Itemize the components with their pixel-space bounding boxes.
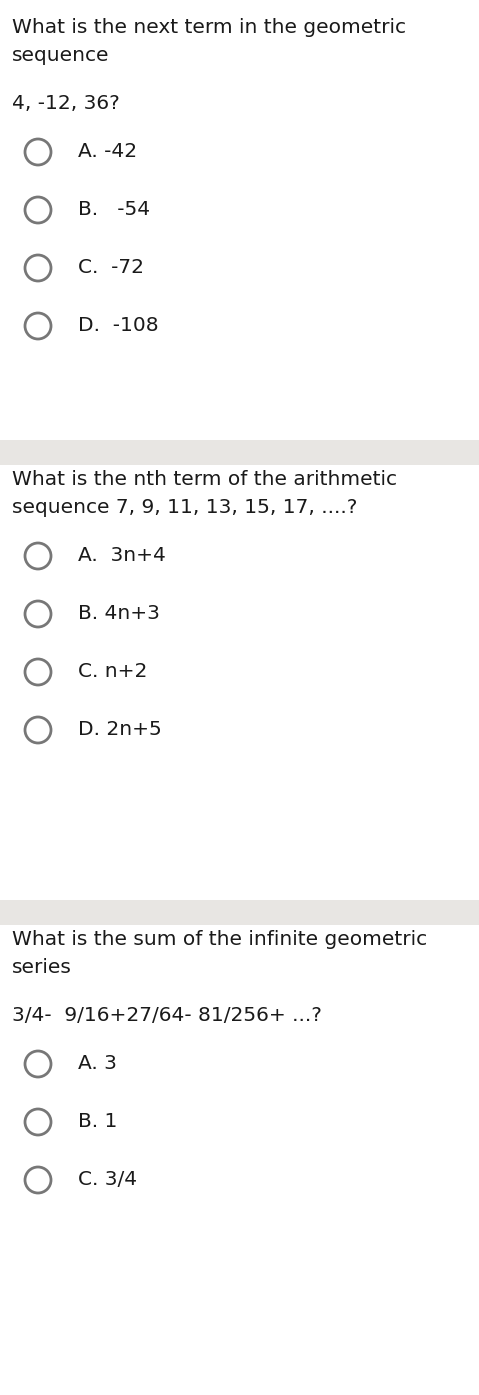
Text: B. 4n+3: B. 4n+3 bbox=[78, 604, 160, 624]
Text: C.  -72: C. -72 bbox=[78, 258, 144, 278]
Text: sequence 7, 9, 11, 13, 15, 17, ....?: sequence 7, 9, 11, 13, 15, 17, ....? bbox=[12, 498, 357, 518]
Text: B.   -54: B. -54 bbox=[78, 199, 150, 219]
Text: A. 3: A. 3 bbox=[78, 1055, 117, 1073]
Text: D. 2n+5: D. 2n+5 bbox=[78, 720, 162, 739]
Text: What is the sum of the infinite geometric: What is the sum of the infinite geometri… bbox=[12, 930, 427, 949]
Bar bbox=[0, 900, 479, 925]
Text: sequence: sequence bbox=[12, 46, 110, 66]
Text: A.  3n+4: A. 3n+4 bbox=[78, 545, 166, 565]
Text: 3/4-  9/16+27/64- 81/256+ ...?: 3/4- 9/16+27/64- 81/256+ ...? bbox=[12, 1006, 322, 1025]
Text: series: series bbox=[12, 958, 72, 976]
Text: 4, -12, 36?: 4, -12, 36? bbox=[12, 93, 120, 113]
Text: C. 3/4: C. 3/4 bbox=[78, 1170, 137, 1189]
Text: D.  -108: D. -108 bbox=[78, 317, 159, 335]
Bar bbox=[0, 439, 479, 465]
Text: A. -42: A. -42 bbox=[78, 142, 137, 160]
Text: C. n+2: C. n+2 bbox=[78, 663, 148, 681]
Text: What is the nth term of the arithmetic: What is the nth term of the arithmetic bbox=[12, 470, 397, 490]
Text: B. 1: B. 1 bbox=[78, 1112, 117, 1131]
Text: What is the next term in the geometric: What is the next term in the geometric bbox=[12, 18, 406, 38]
